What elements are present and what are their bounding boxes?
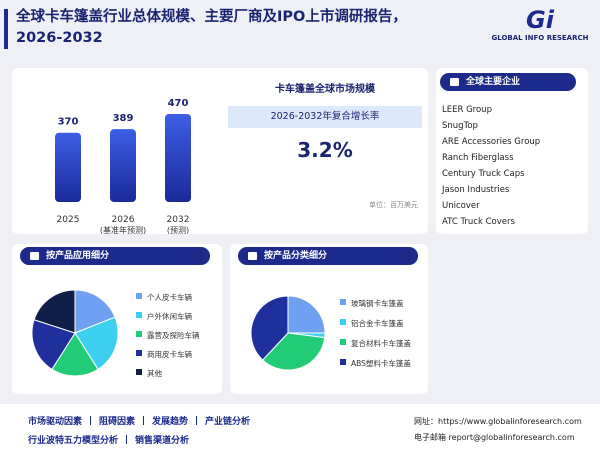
title-block: 全球卡车篷盖行业总体规模、主要厂商及IPO上市调研报告， 2026-2032 bbox=[16, 7, 407, 49]
value-label: 470 bbox=[168, 98, 189, 109]
pie-slice bbox=[250, 295, 289, 361]
legend-swatch bbox=[340, 299, 346, 305]
bar bbox=[165, 114, 191, 202]
category-label: 2025 bbox=[57, 215, 80, 225]
pie-panel-1: 按产品应用细分 个人皮卡车辆 户外休闲车辆 露营及探险车辆 商用皮卡车辆 其他 bbox=[12, 244, 222, 394]
legend-label: 玻璃钢卡车篷盖 bbox=[351, 299, 404, 308]
topic: 发展趋势 bbox=[152, 417, 189, 427]
company-item: Century Truck Caps bbox=[442, 169, 525, 179]
legend-label: 户外休闲车辆 bbox=[147, 312, 192, 321]
bar bbox=[110, 129, 136, 202]
growth-value: 3.2% bbox=[297, 138, 353, 162]
market-panel: 370 2025 389 2026 (基准年预测) 470 2032 (预测) 卡车篷盖全球市… bbox=[12, 68, 428, 234]
pie-title: 按产品应用细分 bbox=[46, 251, 110, 261]
value-label: 389 bbox=[113, 113, 134, 124]
pie-panel-2: 按产品分类细分 玻璃钢卡车篷盖 铝合金卡车篷盖 复合材料卡车篷盖 ABS塑料卡车篷盖 bbox=[230, 244, 428, 394]
pie-slice bbox=[74, 289, 116, 334]
legend-label: 商用皮卡车辆 bbox=[147, 350, 192, 359]
footer: 市场驱动因素 阻碍因素 发展趋势 产业链分析行业波特五力模型分析 销售渠道分析 网址：h… bbox=[0, 404, 600, 466]
pie-slice bbox=[74, 316, 119, 370]
logo-text: GLOBAL INFO RESEARCH bbox=[491, 34, 589, 42]
legend-item: 玻璃钢卡车篷盖 bbox=[340, 298, 424, 309]
company-title: 全球主要企业 bbox=[466, 77, 521, 87]
topic: 产业链分析 bbox=[205, 417, 251, 427]
topic: 市场驱动因素 bbox=[28, 417, 83, 427]
separator bbox=[196, 416, 198, 425]
legend-swatch bbox=[136, 331, 142, 337]
separator bbox=[143, 416, 145, 425]
legend-item: 其他 bbox=[136, 368, 220, 379]
legend-item: 铝合金卡车篷盖 bbox=[340, 318, 424, 329]
logo: Gi GLOBAL INFO RESEARCH bbox=[490, 6, 590, 48]
legend-item: 复合材料卡车篷盖 bbox=[340, 338, 424, 349]
topic: 阻碍因素 bbox=[99, 417, 136, 427]
title-accent bbox=[4, 9, 8, 49]
pie-slice bbox=[31, 319, 76, 370]
icon bbox=[248, 252, 257, 260]
bar bbox=[55, 132, 81, 202]
company-item: LEER Group bbox=[442, 105, 492, 115]
separator bbox=[126, 435, 128, 444]
legend-item: 露营及探险车辆 bbox=[136, 330, 220, 341]
legend-label: ABS塑料卡车篷盖 bbox=[351, 359, 411, 368]
topic-row: 行业波特五力模型分析 销售渠道分析 bbox=[28, 433, 250, 446]
category-note: (预测) bbox=[167, 225, 189, 234]
footer-topics: 市场驱动因素 阻碍因素 发展趋势 产业链分析行业波特五力模型分析 销售渠道分析 bbox=[28, 414, 250, 452]
unit: 单位：百万美元 bbox=[369, 201, 418, 209]
legend-label: 铝合金卡车篷盖 bbox=[351, 319, 404, 328]
bar-chart: 370 2025 389 2026(基准年预测) 470 2032(预测) bbox=[55, 98, 191, 234]
company-header: 全球主要企业 bbox=[440, 73, 576, 91]
legend-swatch bbox=[136, 369, 142, 375]
legend-swatch bbox=[340, 339, 346, 345]
company-item: Unicover bbox=[442, 201, 480, 211]
title-line2: 2026-2032 bbox=[16, 30, 103, 46]
legend-label: 其他 bbox=[147, 369, 162, 378]
market-title: 卡车篷盖全球市场规模 bbox=[275, 84, 375, 95]
separator bbox=[90, 416, 92, 425]
company-item: ARE Accessories Group bbox=[442, 137, 541, 147]
pie-slice bbox=[287, 295, 326, 334]
pie-slice bbox=[261, 332, 326, 371]
legend-item: 商用皮卡车辆 bbox=[136, 349, 220, 360]
legend-label: 个人皮卡车辆 bbox=[147, 293, 192, 302]
icon bbox=[450, 78, 459, 86]
category-label: 2032 bbox=[167, 215, 190, 225]
topic: 销售渠道分析 bbox=[135, 436, 190, 446]
legend-swatch bbox=[340, 359, 346, 365]
legend-swatch bbox=[340, 319, 346, 325]
pie-slice bbox=[33, 289, 76, 334]
contact: 网址：https://www.globalinforesearch.com 电子… bbox=[414, 414, 582, 446]
website: 网址：https://www.globalinforesearch.com bbox=[414, 417, 582, 426]
pie-slice bbox=[51, 332, 99, 377]
company-item: Jason Industries bbox=[442, 185, 510, 195]
category-note: (基准年预测) bbox=[100, 225, 146, 234]
icon bbox=[30, 252, 39, 260]
pie-chart bbox=[250, 295, 326, 371]
pie-title: 按产品分类细分 bbox=[264, 251, 328, 261]
topic: 行业波特五力模型分析 bbox=[28, 436, 119, 446]
growth-label: 2026-2032年复合增长率 bbox=[228, 106, 422, 128]
company-panel: 全球主要企业 bbox=[436, 68, 588, 234]
value-label: 370 bbox=[58, 117, 79, 128]
legend-label: 复合材料卡车篷盖 bbox=[351, 339, 411, 348]
email: 电子邮箱 report@globalinforesearch.com bbox=[414, 433, 575, 442]
legend-swatch bbox=[136, 350, 142, 356]
company-item: SnugTop bbox=[442, 121, 478, 131]
topic-row: 市场驱动因素 阻碍因素 发展趋势 产业链分析 bbox=[28, 414, 250, 427]
legend-swatch bbox=[136, 293, 142, 299]
legend-label: 露营及探险车辆 bbox=[147, 331, 200, 340]
company-item: ATC Truck Covers bbox=[442, 217, 515, 227]
legend-item: 户外休闲车辆 bbox=[136, 311, 220, 322]
legend-item: ABS塑料卡车篷盖 bbox=[340, 358, 424, 369]
legend-item: 个人皮卡车辆 bbox=[136, 292, 220, 303]
pie-chart bbox=[31, 289, 119, 377]
category-label: 2026 bbox=[112, 215, 135, 225]
pie-header: 按产品分类细分 bbox=[238, 247, 418, 265]
title: 全球卡车篷盖行业总体规模、主要厂商及IPO上市调研报告， bbox=[16, 9, 407, 25]
pie-header: 按产品应用细分 bbox=[20, 247, 210, 265]
legend-swatch bbox=[136, 312, 142, 318]
logo-mark: Gi bbox=[526, 6, 554, 34]
company-item: Ranch Fiberglass bbox=[442, 153, 514, 163]
